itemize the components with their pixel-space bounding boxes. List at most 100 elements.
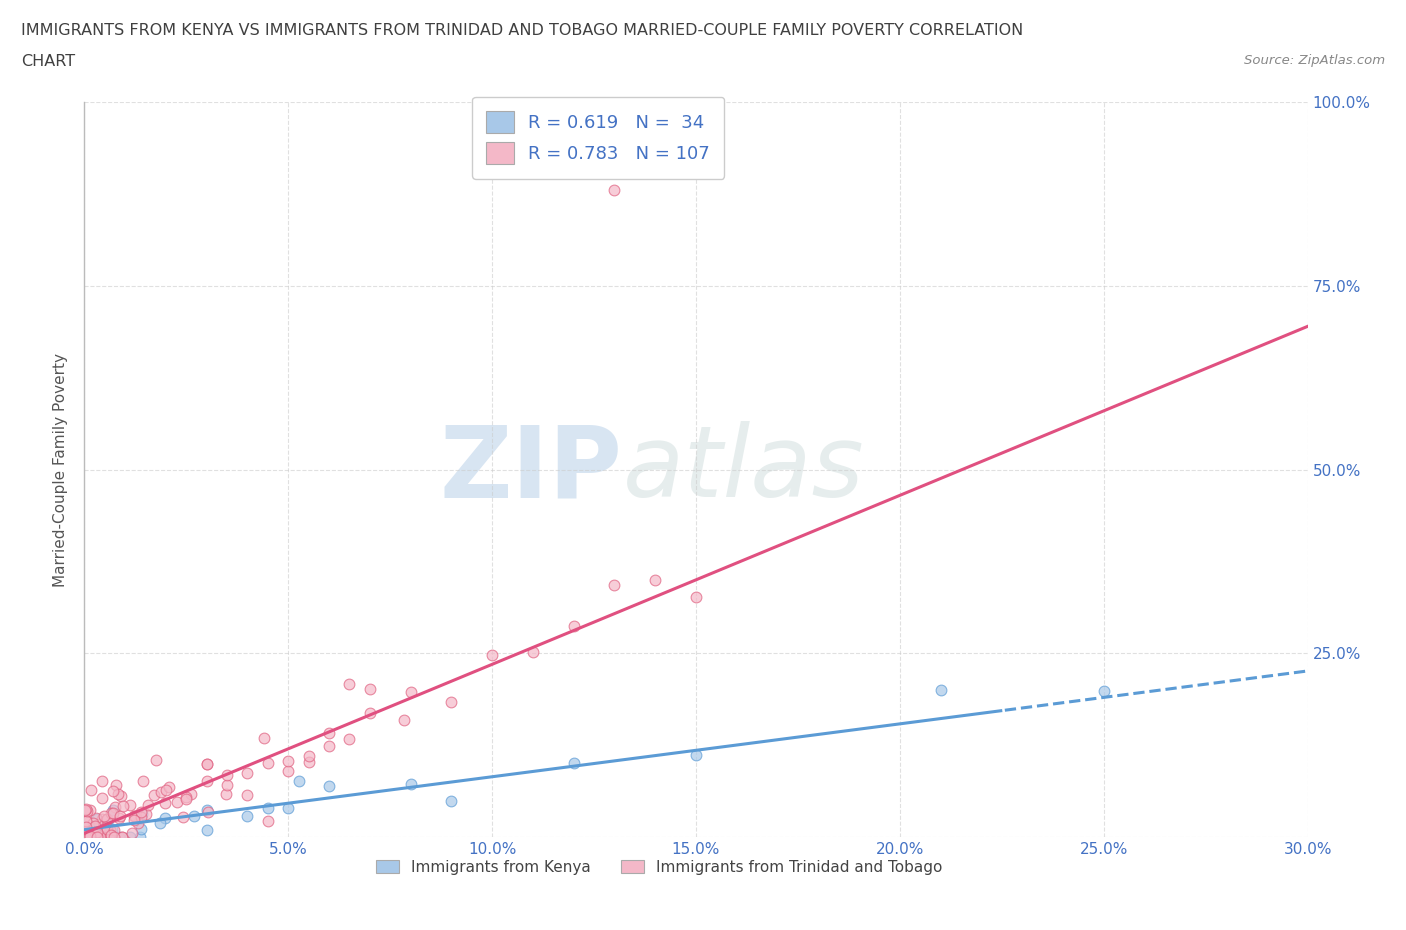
Text: Source: ZipAtlas.com: Source: ZipAtlas.com (1244, 54, 1385, 67)
Point (277, 801, 299, 816)
Point (111, 830, 134, 844)
Point (100, 828, 122, 843)
Point (83, 827, 105, 842)
Point (685, 590, 707, 604)
Point (236, 809, 259, 824)
Point (257, 801, 280, 816)
Point (195, 823, 218, 838)
Point (197, 804, 219, 819)
Point (562, 755, 585, 770)
Point (257, 814, 280, 829)
Point (562, 618, 585, 633)
Point (644, 573, 666, 588)
Point (90, 790, 112, 805)
Point (195, 756, 218, 771)
Point (129, 830, 152, 844)
Point (77, 830, 100, 844)
Point (96, 817, 118, 832)
Point (86, 830, 108, 844)
Point (155, 783, 177, 798)
Point (94, 817, 117, 832)
Point (195, 802, 218, 817)
Point (108, 830, 131, 844)
Point (84, 825, 107, 840)
Point (153, 811, 176, 826)
Point (98, 827, 121, 842)
Point (236, 788, 259, 803)
Point (103, 783, 125, 798)
Point (83, 830, 105, 844)
Point (97, 830, 120, 844)
Point (522, 644, 544, 659)
Point (236, 765, 259, 780)
Point (87, 830, 110, 844)
Point (110, 808, 132, 823)
Point (180, 786, 202, 801)
Y-axis label: Married-Couple Family Poverty: Married-Couple Family Poverty (53, 352, 69, 587)
Point (136, 798, 159, 813)
Point (75, 830, 97, 844)
Point (440, 794, 463, 809)
Point (149, 816, 172, 830)
Point (929, 683, 952, 698)
Point (101, 806, 124, 821)
Point (108, 811, 131, 826)
Point (153, 796, 176, 811)
Point (82, 816, 104, 830)
Point (339, 676, 361, 691)
Point (77, 830, 100, 844)
Point (83, 819, 105, 834)
Point (176, 790, 198, 804)
Point (101, 803, 124, 817)
Point (172, 810, 194, 825)
Point (359, 706, 381, 721)
Point (75, 814, 97, 829)
Point (89, 817, 111, 831)
Point (100, 805, 122, 820)
Point (86, 812, 108, 827)
Point (685, 747, 707, 762)
Point (440, 694, 463, 709)
Point (76, 804, 98, 818)
Point (87, 830, 110, 844)
Point (77, 826, 100, 841)
Point (94, 821, 117, 836)
Point (104, 777, 127, 792)
Point (129, 804, 152, 819)
Point (277, 754, 299, 769)
Point (84, 810, 107, 825)
Point (129, 821, 152, 836)
Point (86, 824, 108, 839)
Point (93, 809, 115, 824)
Point (91, 812, 114, 827)
Point (183, 808, 205, 823)
Point (75, 819, 97, 834)
Point (84, 818, 107, 833)
Point (143, 788, 166, 803)
Legend: Immigrants from Kenya, Immigrants from Trinidad and Tobago: Immigrants from Kenya, Immigrants from T… (370, 854, 949, 881)
Point (339, 732, 361, 747)
Point (110, 789, 132, 804)
Point (103, 822, 125, 837)
Point (129, 810, 152, 825)
Point (79, 824, 101, 839)
Point (94, 819, 117, 834)
Point (118, 798, 141, 813)
Point (481, 647, 503, 662)
Point (135, 806, 157, 821)
Point (603, 183, 626, 198)
Point (96, 822, 118, 837)
Point (89, 830, 111, 844)
Point (298, 754, 321, 769)
Point (80, 783, 103, 798)
Point (107, 786, 129, 801)
Point (166, 794, 188, 809)
Point (174, 791, 197, 806)
Point (104, 800, 127, 815)
Point (79, 802, 101, 817)
Point (257, 756, 280, 771)
Point (131, 806, 153, 821)
Text: ZIP: ZIP (440, 421, 623, 518)
Point (96, 811, 118, 826)
Point (392, 712, 415, 727)
